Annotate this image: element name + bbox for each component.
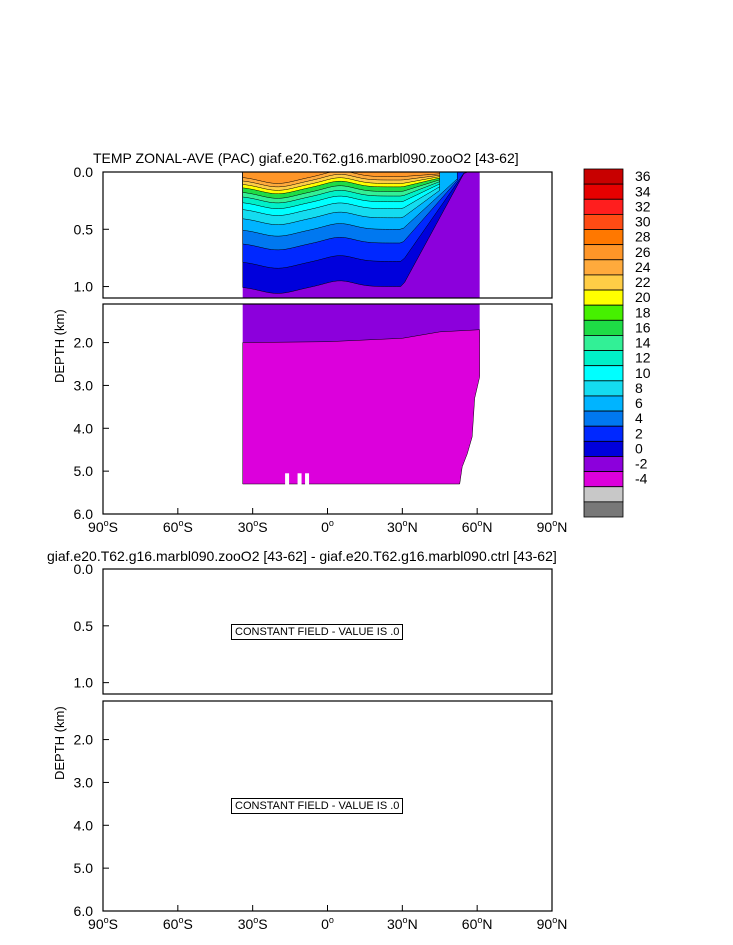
y-tick-label: 1.0 [74, 279, 94, 295]
colorbar-swatch [583, 471, 624, 488]
colorbar-label: 6 [635, 395, 643, 411]
y-tick-label: 3.0 [74, 377, 94, 393]
colorbar-label: 28 [635, 229, 651, 245]
topography-gap [305, 473, 310, 485]
y-tick-label: 0.0 [74, 164, 94, 180]
bottom-chart-title: giaf.e20.T62.g16.marbl090.zooO2 [43-62] … [47, 548, 557, 564]
x-tick-label: 90oN [537, 915, 568, 932]
colorbar-label: 34 [635, 183, 651, 199]
y-tick-label: 1.0 [74, 675, 94, 691]
colorbar-swatch [583, 440, 624, 457]
colorbar-swatch [583, 319, 624, 336]
colorbar-label: 30 [635, 214, 651, 230]
colorbar-swatch [583, 213, 624, 230]
colorbar-swatch [583, 365, 624, 382]
y-tick-label: 2.0 [74, 335, 94, 351]
colorbar-label: 12 [635, 350, 651, 366]
x-tick-label: 60oS [163, 915, 193, 932]
colorbar-label: 4 [635, 410, 643, 426]
colorbar-swatch [583, 335, 624, 351]
y-tick-label: 2.0 [74, 732, 94, 748]
colorbar-label: 36 [635, 168, 651, 184]
x-tick-label: 30oS [238, 915, 268, 932]
colorbar-label: -2 [635, 456, 648, 472]
constant-field-label-upper: CONSTANT FIELD - VALUE IS .0 [231, 624, 404, 640]
x-tick-label: 0o [321, 518, 334, 535]
colorbar-swatch [583, 244, 624, 261]
x-tick-label: 60oN [462, 518, 493, 535]
colorbar-swatch [583, 229, 624, 246]
top-chart-title: TEMP ZONAL-AVE (PAC) giaf.e20.T62.g16.ma… [93, 150, 519, 166]
colorbar-label: -4 [635, 471, 648, 487]
x-tick-label: 60oS [163, 518, 193, 535]
colorbar-label: 18 [635, 304, 651, 320]
colorbar-label: 8 [635, 380, 643, 396]
colorbar-swatch [583, 501, 624, 518]
x-tick-label: 90oS [88, 518, 118, 535]
colorbar-swatch [583, 168, 624, 185]
y-tick-label: 5.0 [74, 860, 94, 876]
colorbar-swatch [583, 304, 624, 321]
colorbar-label: 22 [635, 274, 651, 290]
colorbar-label: 14 [635, 335, 651, 351]
colorbar-label: 32 [635, 198, 651, 214]
x-tick-label: 90oS [88, 915, 118, 932]
colorbar-label: 0 [635, 440, 643, 456]
colorbar-swatch [583, 259, 624, 276]
colorbar-swatch [583, 289, 624, 306]
colorbar-swatch [583, 425, 624, 442]
x-tick-label: 60oN [462, 915, 493, 932]
colorbar-label: 26 [635, 244, 651, 260]
x-tick-label: 30oN [387, 915, 418, 932]
y-tick-label: 0.5 [74, 618, 94, 634]
colorbar-swatch [583, 198, 624, 215]
colorbar-swatch [583, 350, 624, 367]
colorbar-swatch [583, 456, 624, 473]
y-tick-label: 0.5 [74, 221, 94, 237]
y-tick-label: 4.0 [74, 817, 94, 833]
colorbar-swatch [583, 486, 624, 503]
y-tick-label: 4.0 [74, 420, 94, 436]
colorbar-label: 24 [635, 259, 651, 275]
y-tick-label: 6.0 [74, 506, 94, 522]
colorbar-swatch [583, 395, 624, 412]
x-tick-label: 90oN [537, 518, 568, 535]
plot-frame [102, 171, 553, 299]
x-tick-label: 30oS [238, 518, 268, 535]
colorbar-swatch [583, 274, 624, 291]
colorbar-swatch [583, 380, 624, 397]
topography-gap [297, 473, 302, 485]
y-tick-label: 5.0 [74, 463, 94, 479]
colorbar-label: 2 [635, 425, 643, 441]
x-tick-label: 30oN [387, 518, 418, 535]
y-tick-label: 6.0 [74, 903, 94, 919]
colorbar-label: 10 [635, 365, 651, 381]
colorbar-swatch [583, 410, 624, 427]
colorbar-swatch [583, 183, 624, 200]
temp-band-0-2 [242, 329, 480, 485]
colorbar-label: 20 [635, 289, 651, 305]
constant-field-label-lower: CONSTANT FIELD - VALUE IS .0 [231, 798, 404, 814]
y-tick-label: 3.0 [74, 774, 94, 790]
bottom-y-axis-label: DEPTH (km) [52, 706, 67, 780]
x-tick-label: 0o [321, 915, 334, 932]
topography-gap [285, 473, 290, 485]
colorbar-label: 16 [635, 319, 651, 335]
